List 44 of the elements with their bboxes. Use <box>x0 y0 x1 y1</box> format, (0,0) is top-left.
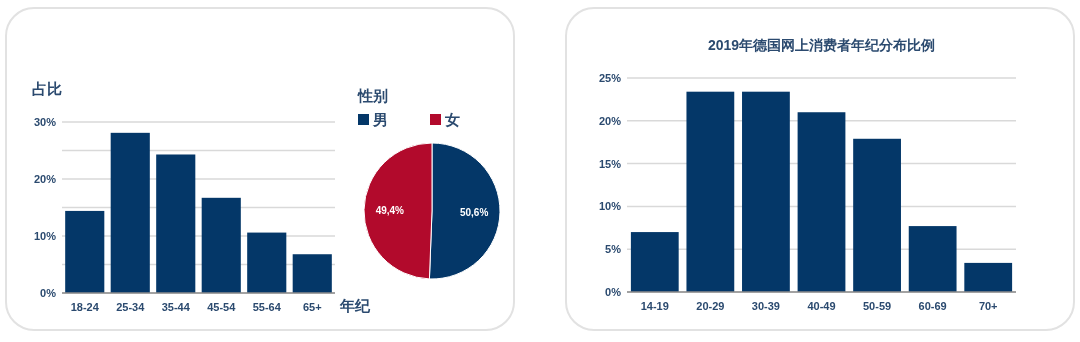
x-tick-label: 70+ <box>978 300 998 312</box>
bar <box>201 197 241 293</box>
x-tick-label: 55-64 <box>252 301 282 313</box>
x-tick-label: 25-34 <box>116 301 146 313</box>
x-axis-title: 年纪 <box>339 297 371 314</box>
bar <box>908 226 957 292</box>
x-tick-label: 30-39 <box>751 300 780 312</box>
chart-title: 2019年德国网上消费者年纪分布比例 <box>707 37 936 53</box>
bar <box>156 154 196 293</box>
bar <box>742 91 790 292</box>
y-tick-label: 25% <box>598 72 622 84</box>
x-tick-label: 60-69 <box>918 300 947 312</box>
y-tick-label: 0% <box>40 287 57 299</box>
y-tick-label: 15% <box>598 157 622 170</box>
x-tick-label: 40-49 <box>807 300 836 312</box>
x-tick-label: 65+ <box>302 301 322 313</box>
x-tick-label: 50-59 <box>863 300 892 312</box>
bar <box>853 138 901 292</box>
legend-label: 女 <box>444 111 460 128</box>
bar <box>65 210 105 293</box>
y-tick-label: 10% <box>33 230 57 242</box>
y-tick-label: 5% <box>605 243 622 256</box>
data-label: 49,4% <box>375 205 405 217</box>
bar <box>964 262 1013 292</box>
x-tick-label: 45-54 <box>207 301 237 313</box>
y-tick-label: 20% <box>33 173 57 185</box>
data-label: 50,6% <box>459 206 489 218</box>
bar <box>797 112 846 292</box>
x-tick-label: 14-19 <box>640 300 669 312</box>
bar <box>630 232 679 292</box>
legend-label: 男 <box>372 111 388 128</box>
y-tick-label: 0% <box>605 286 622 298</box>
y-tick-label: 10% <box>598 200 622 213</box>
bar <box>292 254 332 293</box>
x-tick-label: 20-29 <box>696 300 725 312</box>
y-tick-label: 30% <box>33 116 57 128</box>
legend-title: 性别 <box>357 87 388 104</box>
y-axis-title: 占比 <box>32 80 62 97</box>
x-tick-label: 18-24 <box>70 301 100 313</box>
bar <box>247 232 287 293</box>
bar <box>686 91 735 292</box>
x-tick-label: 35-44 <box>161 301 191 313</box>
bar <box>110 132 150 293</box>
y-tick-label: 20% <box>598 114 622 127</box>
